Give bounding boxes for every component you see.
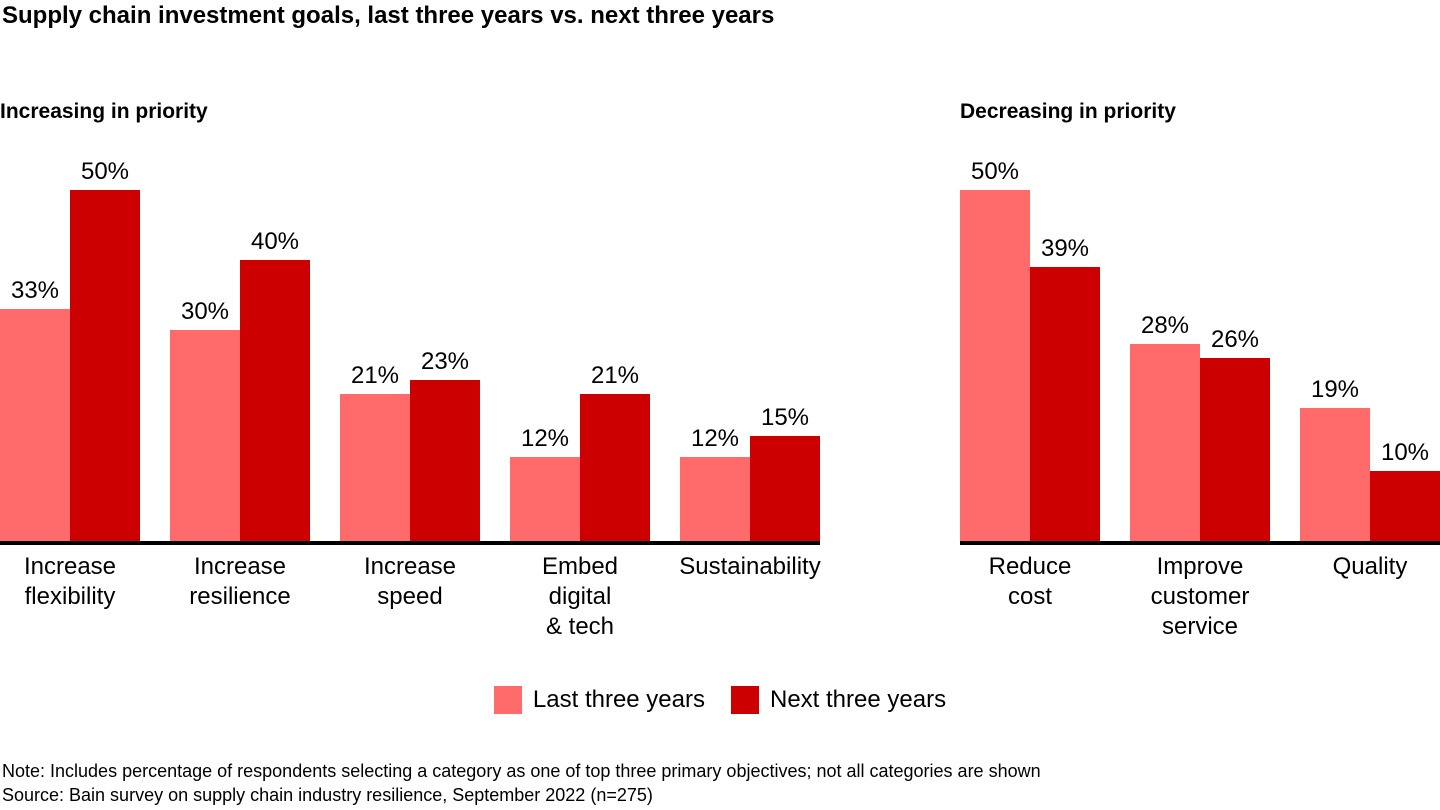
legend-label: Next three years [770,686,947,713]
bar-value-label: 19% [1310,376,1360,403]
bar-last-three-years [1300,408,1370,541]
category-label: Improve customer service [1150,553,1250,640]
bar-next-three-years [1370,471,1440,541]
bar-next-three-years [750,436,820,541]
bar-last-three-years [340,394,410,541]
panel-decreasing: Decreasing in priority 50% 39% Reduce cost… [960,0,1440,810]
panel-increasing: Increasing in priority 33% 50% Increase fl… [0,100,821,640]
page-title: Supply chain investment goals, last thre… [2,2,775,29]
legend-swatch-icon [493,686,522,714]
bar-last-three-years [170,330,240,541]
bar-value-label: 40% [250,228,300,255]
bar-last-three-years [1130,344,1200,541]
bar-value-label: 21% [350,362,400,389]
bar-value-label: 21% [590,362,640,389]
bar-value-label: 15% [760,404,810,431]
legend-item-next-three-years: Next three years [731,686,946,714]
bar-next-three-years [1200,358,1270,541]
category-label: Increase resilience [189,553,291,610]
bar-value-label: 28% [1140,312,1190,339]
bar-value-label: 12% [520,425,570,452]
bar-next-three-years [410,380,480,541]
bar-value-label: 50% [80,158,130,185]
category-label: Embed digital & tech [541,553,619,640]
bar-value-label: 23% [420,348,470,375]
bar-last-three-years [680,457,750,541]
bar-next-three-years [70,190,140,541]
footer-source: Source: Bain survey on supply chain indu… [2,785,653,805]
bar-value-label: 50% [970,158,1020,185]
panel-increasing-header: Increasing in priority [0,100,208,123]
bar-last-three-years [960,190,1030,541]
legend: Last three years Next three years [0,686,1440,714]
footer-note: Note: Includes percentage of respondents… [2,761,1041,781]
bar-value-label: 33% [10,277,60,304]
bar-value-label: 10% [1380,439,1430,466]
category-label: Sustainability [679,553,821,580]
bar-value-label: 30% [180,298,230,325]
bar-next-three-years [1030,267,1100,541]
legend-swatch-icon [731,686,759,714]
legend-item-last-three-years: Last three years [493,686,705,714]
category-label: Reduce cost [988,553,1072,610]
bar-last-three-years [510,457,580,541]
legend-label: Last three years [532,686,705,713]
bar-value-label: 39% [1040,235,1090,262]
category-label: Quality [1332,553,1408,580]
bar-next-three-years [580,394,650,541]
bar-last-three-years [0,309,70,541]
panel-decreasing-header: Decreasing in priority [960,100,1176,123]
x-axis-line [0,541,820,545]
bar-next-three-years [240,260,310,541]
category-label: Increase speed [363,553,457,610]
footer: Note: Includes percentage of respondents… [2,759,1041,807]
bar-value-label: 26% [1210,326,1260,353]
category-label: Increase flexibility [23,553,117,610]
x-axis-line [960,541,1440,545]
bar-value-label: 12% [690,425,740,452]
